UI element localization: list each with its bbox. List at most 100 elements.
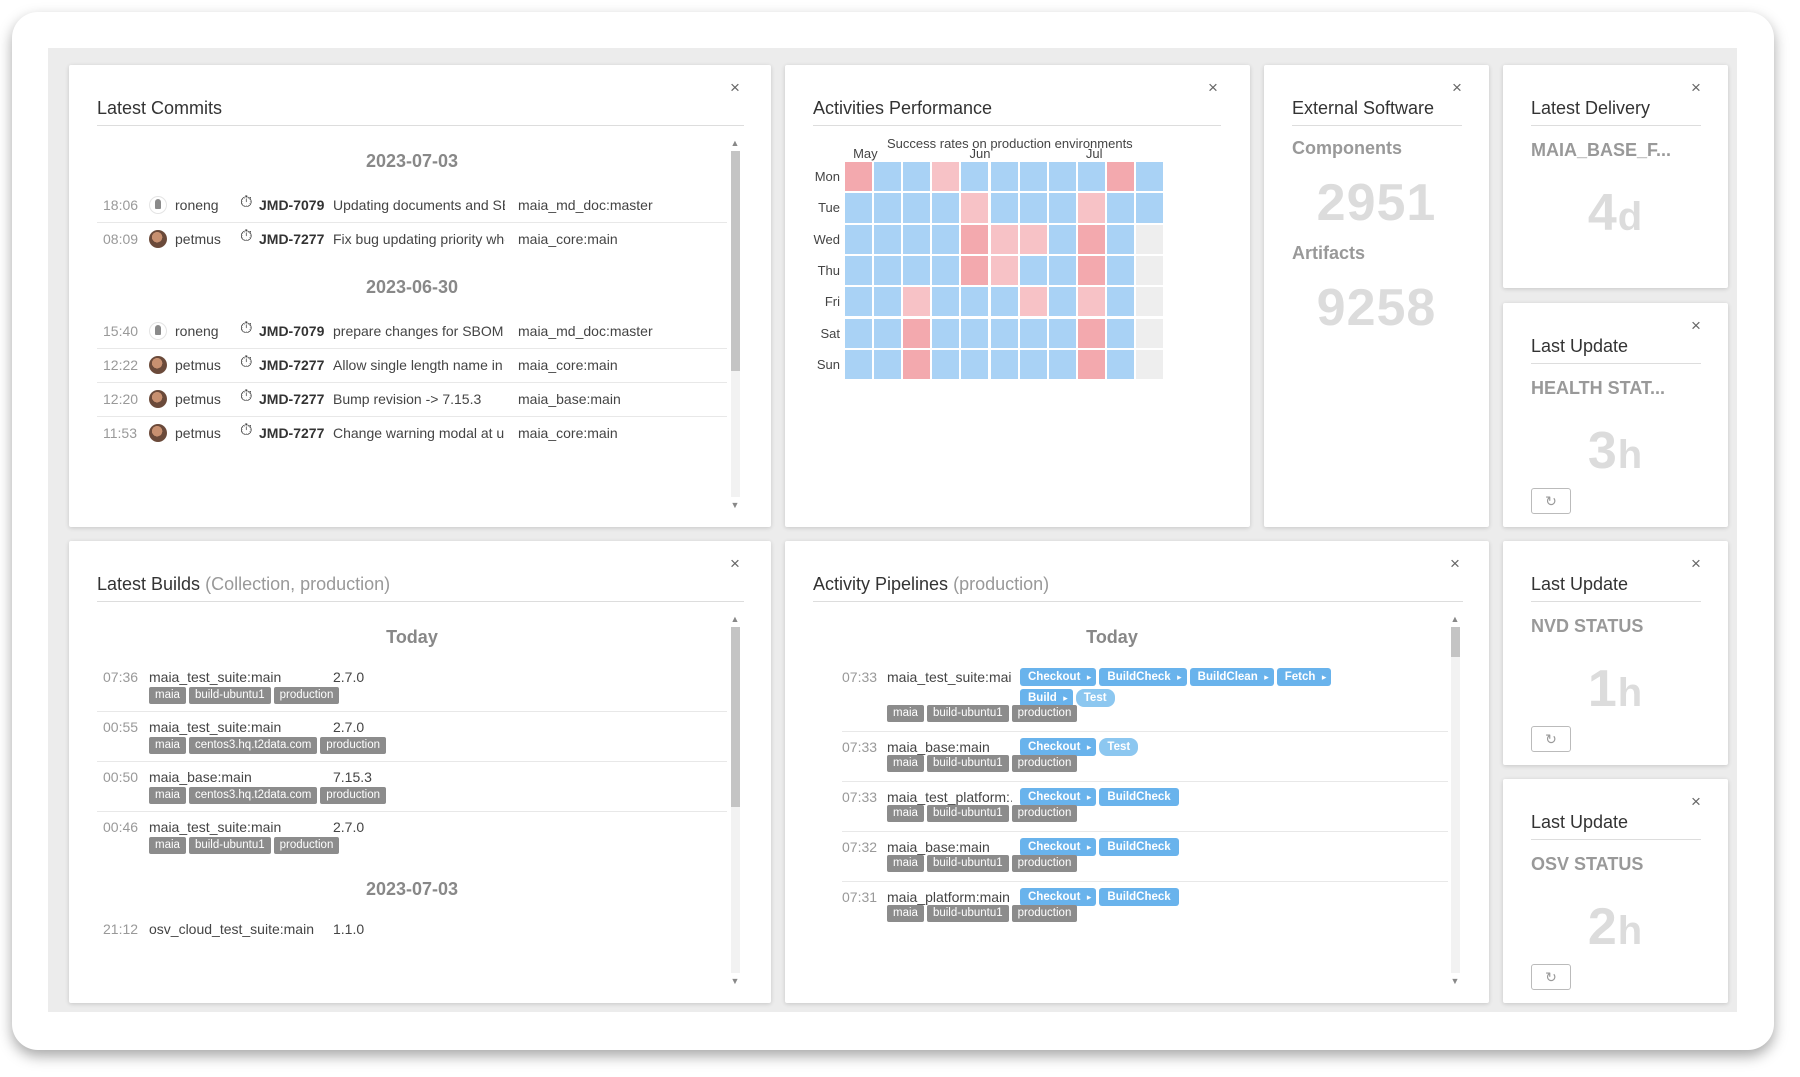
pipeline-step[interactable]: Build (1020, 689, 1073, 707)
heatmap-cell[interactable] (844, 286, 874, 318)
heatmap-cell[interactable] (1105, 254, 1135, 287)
heatmap-cell[interactable] (1076, 317, 1106, 349)
pipeline-row[interactable]: 07:33maia_base:mainCheckoutTestmaiabuild… (842, 735, 1448, 785)
pipeline-step[interactable]: Checkout (1020, 838, 1097, 856)
heatmap-cell[interactable] (1047, 223, 1077, 255)
scroll-down-icon[interactable]: ▼ (730, 976, 740, 986)
heatmap-cell[interactable] (873, 348, 903, 381)
scroll-down-icon[interactable]: ▼ (1450, 976, 1460, 986)
pipeline-name[interactable]: maia_test_suite:main (887, 669, 1012, 685)
scrollbar[interactable]: ▲ ▼ (728, 135, 742, 515)
heatmap-cell[interactable] (1135, 348, 1165, 381)
build-row[interactable]: 21:12 osv_cloud_test_suite:main 1.1.0 (97, 917, 727, 967)
commit-message[interactable]: Fix bug updating priority whe... (333, 231, 505, 247)
pipeline-step[interactable]: BuildClean (1189, 668, 1274, 686)
pipeline-step[interactable]: Test (1099, 738, 1139, 756)
heatmap-cell[interactable] (1105, 317, 1135, 349)
build-name[interactable]: maia_test_suite:main (149, 669, 282, 685)
scrollbar[interactable]: ▲ ▼ (1448, 611, 1462, 991)
commit-message[interactable]: Updating documents and SB... (333, 197, 505, 213)
heatmap-cell[interactable] (1047, 317, 1077, 349)
heatmap-cell[interactable] (1105, 223, 1135, 255)
build-name[interactable]: maia_base:main (149, 769, 252, 785)
heatmap-cell[interactable] (844, 161, 874, 193)
ticket-link[interactable]: JMD-7079 (259, 197, 325, 213)
heatmap-cell[interactable] (873, 254, 903, 287)
heatmap-cell[interactable] (1047, 254, 1077, 287)
close-icon[interactable]: × (1450, 554, 1460, 573)
heatmap-cell[interactable] (844, 192, 874, 224)
commit-row[interactable]: 11:53 petmus ⏱ JMD-7277 Change warning modal… (97, 417, 727, 451)
close-icon[interactable]: × (1452, 78, 1462, 97)
heatmap-cell[interactable] (960, 223, 990, 255)
heatmap-cell[interactable] (1135, 192, 1165, 224)
commit-row[interactable]: 08:09 petmus ⏱ JMD-7277 Fix bug updating pri… (97, 223, 727, 257)
heatmap-cell[interactable] (1105, 161, 1135, 193)
scrollbar-track[interactable] (1451, 657, 1460, 973)
ticket-link[interactable]: JMD-7277 (259, 357, 325, 373)
heatmap-cell[interactable] (931, 192, 961, 224)
pipeline-name[interactable]: maia_base:main (887, 739, 990, 755)
heatmap-cell[interactable] (1018, 317, 1048, 349)
commit-message[interactable]: Allow single length name in s... (333, 357, 505, 373)
heatmap-cell[interactable] (989, 161, 1019, 193)
heatmap-cell[interactable] (1047, 348, 1077, 381)
commit-row[interactable]: 18:06 roneng ⏱ JMD-7079 Updating documents a… (97, 189, 727, 223)
commit-message[interactable]: Change warning modal at up... (333, 425, 505, 441)
build-row[interactable]: 00:55 maia_test_suite:main 2.7.0 maia centos… (97, 715, 727, 765)
scrollbar-thumb[interactable] (731, 627, 740, 807)
ticket-link[interactable]: JMD-7277 (259, 425, 325, 441)
heatmap-cell[interactable] (989, 192, 1019, 224)
heatmap-cell[interactable] (902, 286, 932, 318)
heatmap-cell[interactable] (873, 192, 903, 224)
heatmap-cell[interactable] (844, 223, 874, 255)
heatmap-cell[interactable] (1018, 192, 1048, 224)
scrollbar-track[interactable] (731, 807, 740, 973)
heatmap-cell[interactable] (989, 223, 1019, 255)
heatmap-cell[interactable] (931, 223, 961, 255)
heatmap-cell[interactable] (844, 317, 874, 349)
heatmap-cell[interactable] (931, 317, 961, 349)
scroll-up-icon[interactable]: ▲ (1450, 614, 1460, 624)
heatmap-cell[interactable] (1135, 317, 1165, 349)
heatmap-cell[interactable] (931, 348, 961, 381)
heatmap-cell[interactable] (1105, 192, 1135, 224)
build-name[interactable]: maia_test_suite:main (149, 719, 282, 735)
pipeline-step[interactable]: Checkout (1020, 668, 1097, 686)
heatmap-cell[interactable] (902, 348, 932, 381)
scrollbar[interactable]: ▲ ▼ (728, 611, 742, 991)
scroll-up-icon[interactable]: ▲ (730, 614, 740, 624)
build-name[interactable]: maia_test_suite:main (149, 819, 282, 835)
scroll-down-icon[interactable]: ▼ (730, 500, 740, 510)
heatmap-cell[interactable] (1018, 161, 1048, 193)
pipeline-step[interactable]: Checkout (1020, 788, 1097, 806)
heatmap-cell[interactable] (1047, 286, 1077, 318)
scrollbar-thumb[interactable] (731, 151, 740, 371)
heatmap-cell[interactable] (1135, 254, 1165, 287)
heatmap-cell[interactable] (902, 254, 932, 287)
pipeline-step[interactable]: BuildCheck (1099, 788, 1179, 806)
heatmap-cell[interactable] (902, 223, 932, 255)
heatmap-cell[interactable] (1018, 348, 1048, 381)
heatmap-cell[interactable] (931, 286, 961, 318)
pipeline-step[interactable]: BuildCheck (1099, 668, 1187, 686)
commit-row[interactable]: 12:22 petmus ⏱ JMD-7277 Allow single length … (97, 349, 727, 383)
heatmap-cell[interactable] (902, 161, 932, 193)
build-row[interactable]: 00:50 maia_base:main 7.15.3 maia centos3.hq.… (97, 765, 727, 815)
heatmap-cell[interactable] (873, 286, 903, 318)
heatmap-cell[interactable] (1076, 192, 1106, 224)
heatmap-cell[interactable] (1076, 348, 1106, 381)
close-icon[interactable]: × (1208, 78, 1218, 97)
commit-row[interactable]: 15:40 roneng ⏱ JMD-7079 prepare changes for … (97, 315, 727, 349)
pipeline-row[interactable]: 07:33 maia_test_platform:... CheckoutBuild… (842, 785, 1448, 835)
heatmap-cell[interactable] (1135, 223, 1165, 255)
commit-message[interactable]: Bump revision -> 7.15.3 (333, 391, 482, 407)
scrollbar-thumb[interactable] (1451, 627, 1460, 657)
heatmap-cell[interactable] (960, 286, 990, 318)
heatmap-cell[interactable] (931, 254, 961, 287)
pipeline-row[interactable]: 07:33maia_test_suite:mainCheckoutBuildCh… (842, 665, 1448, 735)
heatmap-cell[interactable] (989, 254, 1019, 287)
refresh-button[interactable]: ↻ (1531, 964, 1571, 990)
heatmap-cell[interactable] (960, 317, 990, 349)
heatmap-cell[interactable] (1018, 254, 1048, 287)
